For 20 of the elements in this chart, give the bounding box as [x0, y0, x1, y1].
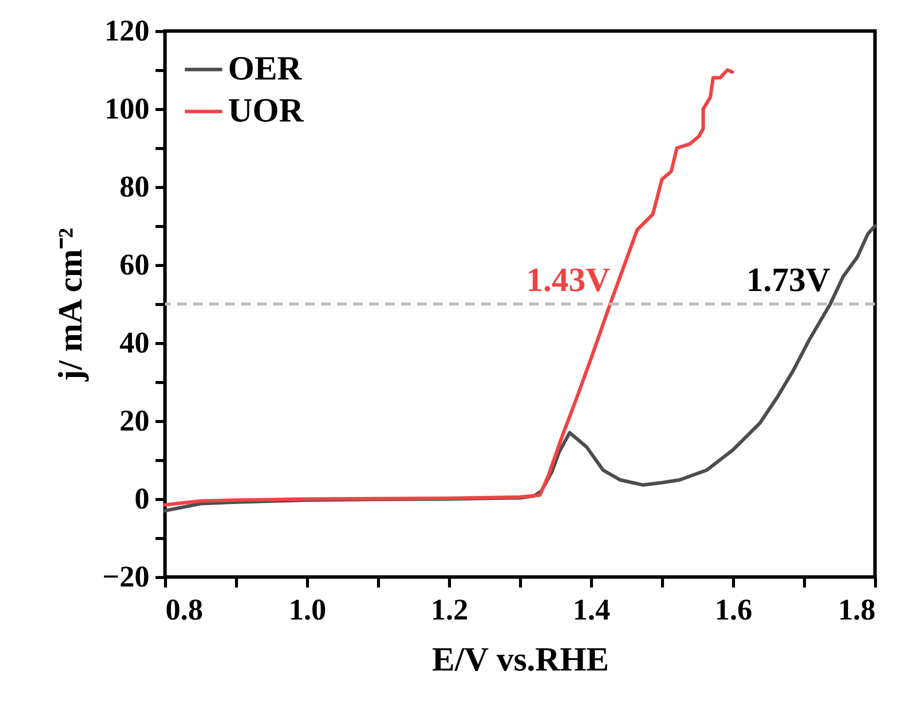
x-axis-title: E/V vs.RHE	[432, 642, 609, 678]
y-axis-title: j/ mA cm⁻²	[52, 228, 90, 382]
x-tick-label: 1.4	[572, 594, 610, 626]
x-tick-label: 1.8	[838, 594, 876, 626]
x-tick-label: 0.8	[166, 594, 203, 626]
y-tick-label: 120	[104, 14, 150, 48]
y-tick-label: 60	[120, 248, 150, 282]
x-tick-label: 1.6	[714, 594, 752, 626]
legend-label: UOR	[228, 92, 304, 130]
y-tick-label: 0	[134, 482, 150, 516]
legend-label: OER	[228, 50, 302, 88]
y-tick-label: 100	[104, 92, 150, 126]
x-tick-label: 1.2	[430, 594, 468, 626]
annotation: 1.73V	[746, 262, 831, 299]
annotation: 1.43V	[526, 262, 611, 299]
y-tick-label: −20	[102, 560, 150, 594]
y-tick-label: 40	[120, 326, 150, 360]
x-tick-label: 1.0	[288, 594, 326, 626]
y-tick-label: 80	[120, 170, 150, 204]
y-tick-label: 20	[120, 404, 150, 438]
